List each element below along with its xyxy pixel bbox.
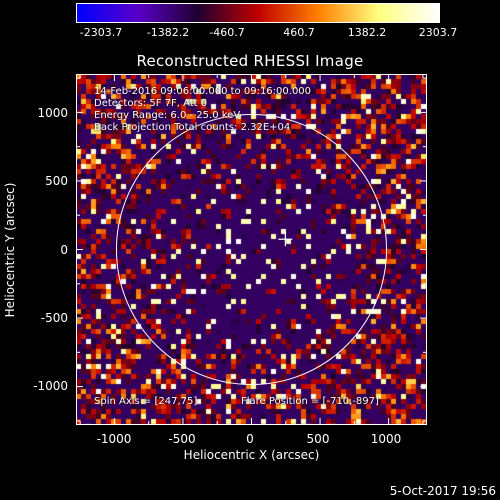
colorbar-tick-label: -1382.2	[146, 26, 190, 39]
time-range-label: 14-Feb-2016 09:06:00.000 to 09:16:00.000	[94, 86, 312, 97]
plot-overlay	[76, 74, 427, 425]
y-tick-label: 0	[60, 243, 68, 257]
plot-title: Reconstructed RHESSI Image	[136, 52, 364, 70]
x-tick-label: -500	[168, 432, 196, 446]
axis-ticks	[76, 74, 427, 425]
colorbar-tick-label: -2303.7	[79, 26, 123, 39]
y-tick-label: 1000	[37, 106, 68, 120]
y-tick-label: -1000	[33, 379, 68, 393]
y-tick-label: 500	[45, 174, 68, 188]
plot-area: 14-Feb-2016 09:06:00.000 to 09:16:00.000…	[76, 74, 427, 425]
heatmap-image	[76, 74, 427, 425]
colorbar-tick-label: 2303.7	[418, 26, 458, 39]
solar-limb-circle	[115, 113, 388, 386]
x-axis-label: Heliocentric X (arcsec)	[183, 448, 320, 462]
x-tick-label: 0	[246, 432, 254, 446]
spin-axis-cross-marker	[278, 232, 293, 247]
y-tick-label: -500	[40, 311, 68, 325]
colorbar-tick-label: 460.7	[283, 26, 315, 39]
method-counts-label: Back Projection Total counts: 2.32E+04	[94, 122, 291, 133]
energy-range-label: Energy Range: 6.0 - 25.0 keV	[94, 110, 241, 121]
footer-date: 5-Oct-2017 19:56	[389, 484, 496, 498]
detectors-label: Detectors: 5F 7F, Att 0	[94, 98, 208, 109]
flare-position-label: Flare Position = [-710,-897]	[241, 396, 379, 407]
colorbar-tick-label: 1382.2	[347, 26, 387, 39]
spin-axis-label: Spin Axis = [247,75]	[94, 396, 198, 407]
x-tick-label: 500	[306, 432, 330, 446]
y-axis-label: Heliocentric Y (arcsec)	[3, 182, 17, 318]
colorbar	[76, 3, 440, 23]
colorbar-tick-label: -460.7	[209, 26, 245, 39]
x-tick-label: -1000	[96, 432, 132, 446]
x-tick-label: 1000	[370, 432, 402, 446]
